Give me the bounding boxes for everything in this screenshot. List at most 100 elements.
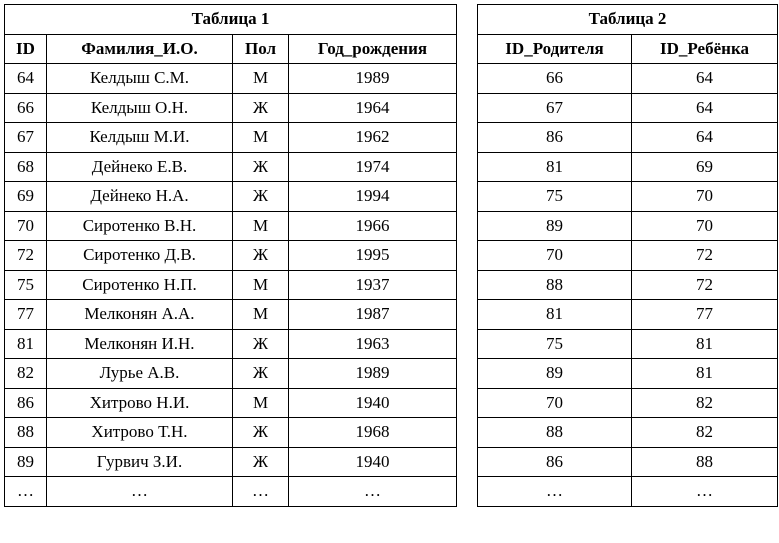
table-2-cell: 81	[477, 151, 632, 182]
table-2-cell: 64	[631, 92, 778, 123]
table-1-title-row: Таблица 1	[4, 4, 457, 35]
table-1-cell: 1964	[288, 92, 457, 123]
table-2-cell: 64	[631, 122, 778, 153]
table-2-cell: 75	[477, 328, 632, 359]
table-2-cell: 70	[477, 240, 632, 271]
table-row: 89 81	[477, 358, 778, 389]
table-2-cell: 67	[477, 92, 632, 123]
table-2-cell: 86	[477, 446, 632, 477]
table-row: 89 Гурвич З.И. Ж 1940	[4, 446, 457, 477]
table-1-cell: Ж	[232, 151, 289, 182]
table-1-cell: Ж	[232, 417, 289, 448]
table-1-cell: М	[232, 210, 289, 241]
table-2-cell: 86	[477, 122, 632, 153]
table-1-cell: Дейнеко Н.А.	[46, 181, 233, 212]
table-1-cell: М	[232, 63, 289, 94]
table-row: 77 Мелконян А.А. М 1987	[4, 299, 457, 330]
table-row: 68 Дейнеко Е.В. Ж 1974	[4, 151, 457, 182]
table-1-cell: 1940	[288, 387, 457, 418]
table-1-cell: 86	[4, 387, 47, 418]
table-1-cell: Сиротенко Д.В.	[46, 240, 233, 271]
table-row: 72 Сиротенко Д.В. Ж 1995	[4, 240, 457, 271]
table-1-cell: Келдыш М.И.	[46, 122, 233, 153]
table-1-cell: Ж	[232, 328, 289, 359]
table-2-header-cell: ID_Ребёнка	[631, 33, 778, 64]
table-2-cell: 89	[477, 358, 632, 389]
table-row: 75 81	[477, 328, 778, 359]
table-1-header-cell: ID	[4, 33, 47, 64]
table-1: Таблица 1 ID Фамилия_И.О. Пол Год_рождения …	[4, 4, 457, 507]
table-2-cell: 66	[477, 63, 632, 94]
table-1-cell: …	[288, 476, 457, 507]
table-1-cell: М	[232, 122, 289, 153]
table-1-cell: Мелконян И.Н.	[46, 328, 233, 359]
table-2-cell: 88	[631, 446, 778, 477]
table-1-cell: Келдыш О.Н.	[46, 92, 233, 123]
table-2-cell: 88	[477, 417, 632, 448]
table-2-cell: 81	[477, 299, 632, 330]
table-1-cell: Хитрово Т.Н.	[46, 417, 233, 448]
table-row: 81 77	[477, 299, 778, 330]
table-1-cell: Сиротенко Н.П.	[46, 269, 233, 300]
table-row: 81 Мелконян И.Н. Ж 1963	[4, 328, 457, 359]
table-2-cell: 70	[631, 181, 778, 212]
table-1-cell: 66	[4, 92, 47, 123]
table-row: …………	[4, 476, 457, 507]
table-row: 67 Келдыш М.И. М 1962	[4, 122, 457, 153]
table-2-title: Таблица 2	[477, 4, 778, 35]
table-1-cell: 64	[4, 63, 47, 94]
table-1-header-cell: Фамилия_И.О.	[46, 33, 233, 64]
table-2-header-cell: ID_Родителя	[477, 33, 632, 64]
table-1-cell: Мелконян А.А.	[46, 299, 233, 330]
table-1-cell: Лурье А.В.	[46, 358, 233, 389]
table-2-title-row: Таблица 2	[477, 4, 778, 35]
table-2-cell: 75	[477, 181, 632, 212]
table-row: 70 Сиротенко В.Н. М 1966	[4, 210, 457, 241]
table-2-cell: …	[631, 476, 778, 507]
table-1-header-row: ID Фамилия_И.О. Пол Год_рождения	[4, 33, 457, 64]
table-1-cell: Ж	[232, 240, 289, 271]
table-2-cell: 72	[631, 269, 778, 300]
table-1-cell: 1962	[288, 122, 457, 153]
table-1-cell: 89	[4, 446, 47, 477]
table-2-cell: …	[477, 476, 632, 507]
table-1-cell: Дейнеко Е.В.	[46, 151, 233, 182]
table-1-cell: М	[232, 269, 289, 300]
table-1-cell: 72	[4, 240, 47, 271]
table-row: 89 70	[477, 210, 778, 241]
table-2-cell: 70	[631, 210, 778, 241]
table-1-cell: 70	[4, 210, 47, 241]
table-2-cell: 89	[477, 210, 632, 241]
table-1-cell: 77	[4, 299, 47, 330]
table-1-cell: Ж	[232, 92, 289, 123]
table-2-cell: 70	[477, 387, 632, 418]
table-1-header-cell: Год_рождения	[288, 33, 457, 64]
table-1-header-cell: Пол	[232, 33, 289, 64]
table-row: 64 Келдыш С.М. М 1989	[4, 63, 457, 94]
table-1-cell: Келдыш С.М.	[46, 63, 233, 94]
table-1-cell: 1974	[288, 151, 457, 182]
table-row: ……	[477, 476, 778, 507]
table-1-cell: 67	[4, 122, 47, 153]
table-row: 82 Лурье А.В. Ж 1989	[4, 358, 457, 389]
table-1-cell: 75	[4, 269, 47, 300]
table-1-cell: М	[232, 299, 289, 330]
table-1-cell: 88	[4, 417, 47, 448]
table-1-cell: 1989	[288, 358, 457, 389]
table-2-body: 66 64 67 64 86 64 81 69 75 70 89 70 70 72 88 72 81 77 75 81…	[477, 63, 778, 507]
table-1-cell: Ж	[232, 358, 289, 389]
table-1-cell: 1987	[288, 299, 457, 330]
table-1-cell: 1937	[288, 269, 457, 300]
table-1-body: 64 Келдыш С.М. М 1989 66 Келдыш О.Н. Ж 1964 67 Ке…	[4, 63, 457, 507]
table-2-cell: 64	[631, 63, 778, 94]
table-row: 66 Келдыш О.Н. Ж 1964	[4, 92, 457, 123]
table-row: 88 72	[477, 269, 778, 300]
table-1-cell: Хитрово Н.И.	[46, 387, 233, 418]
table-2-cell: 82	[631, 387, 778, 418]
table-1-cell: Гурвич З.И.	[46, 446, 233, 477]
table-2-header-row: ID_Родителя ID_Ребёнка	[477, 33, 778, 64]
table-row: 75 Сиротенко Н.П. М 1937	[4, 269, 457, 300]
table-row: 70 82	[477, 387, 778, 418]
table-1-cell: 1994	[288, 181, 457, 212]
table-row: 88 82	[477, 417, 778, 448]
